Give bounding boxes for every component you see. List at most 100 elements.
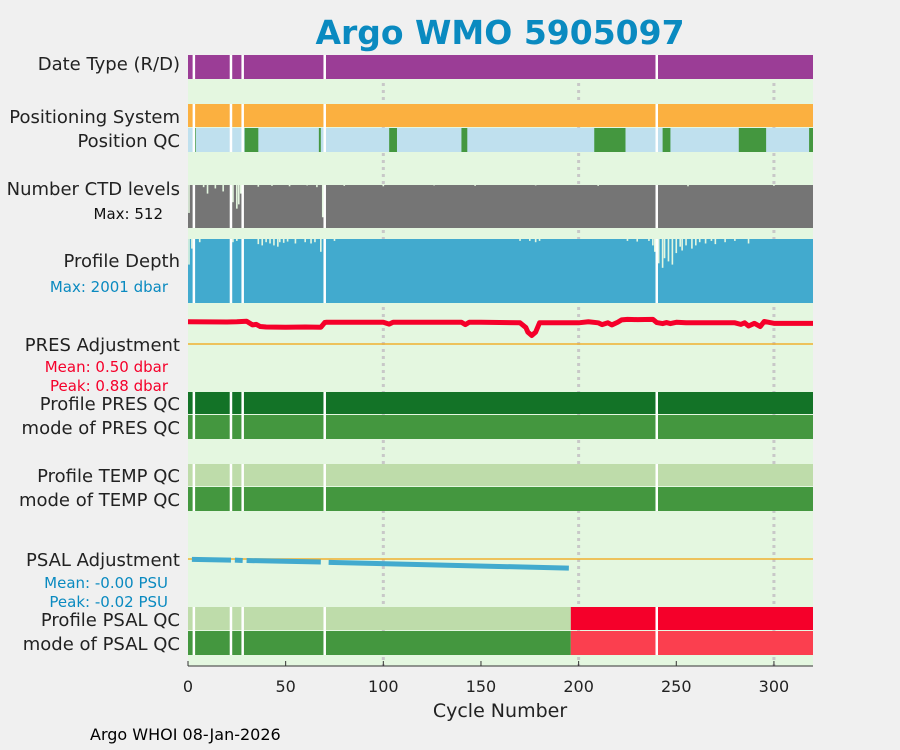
row-label-profile-temp-qc: Profile TEMP QC [37,466,180,487]
band-profile-temp-qc [188,464,813,486]
row-label-profile-psal-qc: Profile PSAL QC [41,610,180,631]
ctd-levels-dip [687,185,689,187]
psal-adjustment-series [191,556,232,563]
profile-depth-dip [278,239,281,243]
row-label-positioning-system: Positioning System [9,107,180,128]
band-profile-pres-qc [188,392,813,414]
profile-depth-dip [320,239,322,252]
position-qc-flag [594,128,626,152]
profile-depth-dip [282,239,285,243]
profile-depth-dip [657,239,660,264]
ctd-levels-dip [382,185,385,187]
row-label-psal-adjustment: PSAL Adjustment [26,550,180,571]
ctd-levels-max: Max: 512 [94,205,163,223]
profile-depth-dip [538,239,541,241]
row-label-position-qc: Position QC [77,131,180,152]
row-label-mode-temp-qc: mode of TEMP QC [19,490,180,511]
profile-depth-dip [714,239,717,245]
row-label-ctd-levels: Number CTD levels [7,179,180,200]
x-tick-label: 300 [759,677,790,696]
position-qc-flag [318,128,321,152]
row-label-profile-pres-qc: Profile PRES QC [40,394,180,415]
profile-depth-dip [671,239,674,265]
profile-depth-dip [710,239,713,241]
psal-adjustment-series [246,558,321,565]
ctd-levels-dip [222,185,224,192]
profile-depth-dip [679,239,681,247]
row-label-pres-adjustment: PRES Adjustment [25,335,180,356]
row-label-profile-depth: Profile Depth [63,251,180,272]
profile-depth-dip [653,239,656,252]
footer-credit: Argo WHOI 08-Jan-2026 [90,725,281,744]
ctd-levels-dip [232,185,234,203]
pres-adjustment-series [187,316,813,339]
profile-depth-dip [681,239,683,251]
profile-depth-dip [652,239,654,246]
profile-depth-dip [636,239,639,242]
profile-depth-dip [273,239,275,246]
profile-depth-dip [528,239,531,241]
psal-adjustment-mean: Mean: -0.00 PSU [44,574,168,592]
ctd-levels-dip [237,185,240,205]
profile-depth-dip [198,239,201,243]
profile-depth-dip [695,239,697,246]
profile-depth-dip [663,239,666,259]
ctd-levels-dip [214,185,217,189]
band-position-qc [188,128,813,152]
band-ctd-levels [188,185,813,228]
position-qc-flag [809,128,813,152]
profile-depth-dip [724,239,726,243]
profile-depth-dip [257,239,260,245]
position-qc-flag [738,128,767,152]
profile-depth-max: Max: 2001 dbar [50,278,169,296]
position-qc-flag [461,128,468,152]
profile-depth-dip [667,239,670,262]
x-tick-label: 150 [466,677,497,696]
band-date-type [188,55,813,79]
profile-depth-dip [191,239,193,249]
x-tick-label: 250 [661,677,692,696]
profile-depth-dip [685,239,687,246]
x-tick-label: 50 [275,677,295,696]
band-mode-psal-qc-bad [570,631,813,655]
profile-depth-dip [310,239,312,244]
ctd-levels-dip [343,185,346,186]
profile-depth-dip [519,239,521,241]
profile-depth-dip [232,239,234,243]
profile-depth-dip [269,239,271,244]
pres-adjustment-mean: Mean: 0.50 dbar [45,358,169,376]
profile-depth-dip [286,239,289,242]
ctd-levels-dip [288,185,291,187]
band-profile-psal-qc-good [188,607,571,630]
profile-depth-dip [265,239,267,243]
profile-depth-dip [691,239,693,249]
band-mode-temp-qc [188,487,813,511]
profile-depth-dip [534,239,537,243]
band-positioning-system [188,104,813,127]
profile-depth-dip [648,239,650,241]
profile-depth-dip [626,239,629,241]
profile-depth-dip [304,239,306,243]
profile-depth-dip [314,239,316,243]
x-tick-label: 0 [183,677,193,696]
ctd-levels-dip [188,185,190,213]
ctd-levels-dip [474,185,476,186]
ctd-levels-dip [239,185,242,194]
band-profile-depth [188,239,813,303]
row-label-mode-psal-qc: mode of PSAL QC [23,634,180,655]
ctd-levels-dip [206,185,209,194]
ctd-levels-dip [271,185,273,186]
profile-depth-dip [236,239,238,241]
psal-adjustment-series [328,559,569,571]
position-qc-flag [662,128,671,152]
band-profile-psal-qc-bad [570,607,813,630]
profile-depth-dip [333,239,336,241]
ctd-levels-dip [316,185,318,188]
x-tick-label: 200 [563,677,594,696]
profile-depth-dip [261,239,264,246]
band-mode-psal-qc-good [188,631,571,655]
x-axis-label: Cycle Number [433,700,567,722]
row-label-date-type: Date Type (R/D) [38,54,180,75]
position-qc-flag [244,128,259,152]
